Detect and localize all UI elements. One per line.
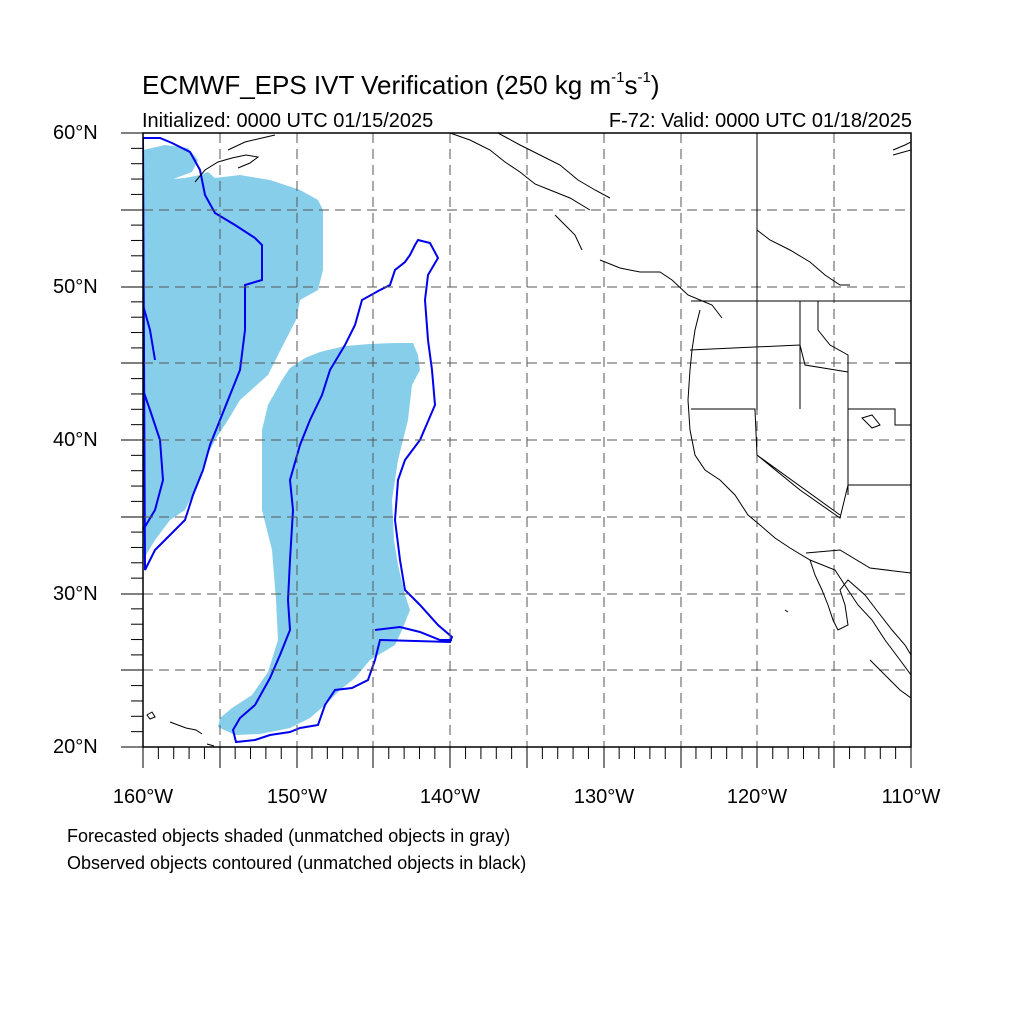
forecast-object-north-strip [143, 145, 198, 188]
legend-observed-note: Observed objects contoured (unmatched ob… [67, 853, 527, 873]
observed-contour-west [143, 137, 263, 571]
us-west-coast [687, 309, 911, 676]
lat-label-60: 60°N [53, 122, 98, 144]
observed-objects [143, 137, 454, 744]
lon-label-110w: 110°W [881, 786, 941, 808]
lat-label-30: 30°N [53, 583, 98, 605]
northeast-coast [892, 141, 911, 156]
mexico-coast [869, 659, 911, 699]
observed-contour-west-edge [143, 304, 165, 531]
lat-label-50: 50°N [53, 276, 98, 298]
valid-time: F-72: Valid: 0000 UTC 01/18/2025 [608, 110, 912, 132]
rockies-border [756, 229, 850, 286]
forecast-objects [143, 145, 420, 735]
canada-coast [554, 214, 723, 319]
forecast-object-central [218, 343, 420, 735]
lon-label-120w: 120°W [726, 786, 788, 808]
lat-lon-grid [143, 133, 911, 747]
lon-label-130w: 130°W [573, 786, 635, 808]
map-title: ECMWF_EPS IVT Verification (250 kg m-1s-… [142, 69, 660, 100]
lat-label-20: 20°N [53, 736, 98, 758]
baja-coast [809, 559, 911, 656]
observed-contour-central-tail [374, 625, 452, 641]
lat-label-40: 40°N [53, 429, 98, 451]
forecast-object-west [143, 172, 323, 560]
initialized-time: Initialized: 0000 UTC 01/15/2025 [142, 110, 434, 132]
lon-label-160w: 160°W [112, 786, 174, 808]
islands [146, 414, 881, 747]
lon-label-140w: 140°W [419, 786, 481, 808]
observed-contour-central [231, 238, 454, 744]
axis-ticks [121, 132, 912, 768]
legend-forecast-note: Forecasted objects shaded (unmatched obj… [67, 826, 511, 846]
lon-label-150w: 150°W [266, 786, 328, 808]
coastlines [146, 133, 911, 747]
us-borders [689, 133, 911, 574]
minor-axis-ticks [131, 147, 897, 759]
alaska-coast [194, 133, 611, 211]
